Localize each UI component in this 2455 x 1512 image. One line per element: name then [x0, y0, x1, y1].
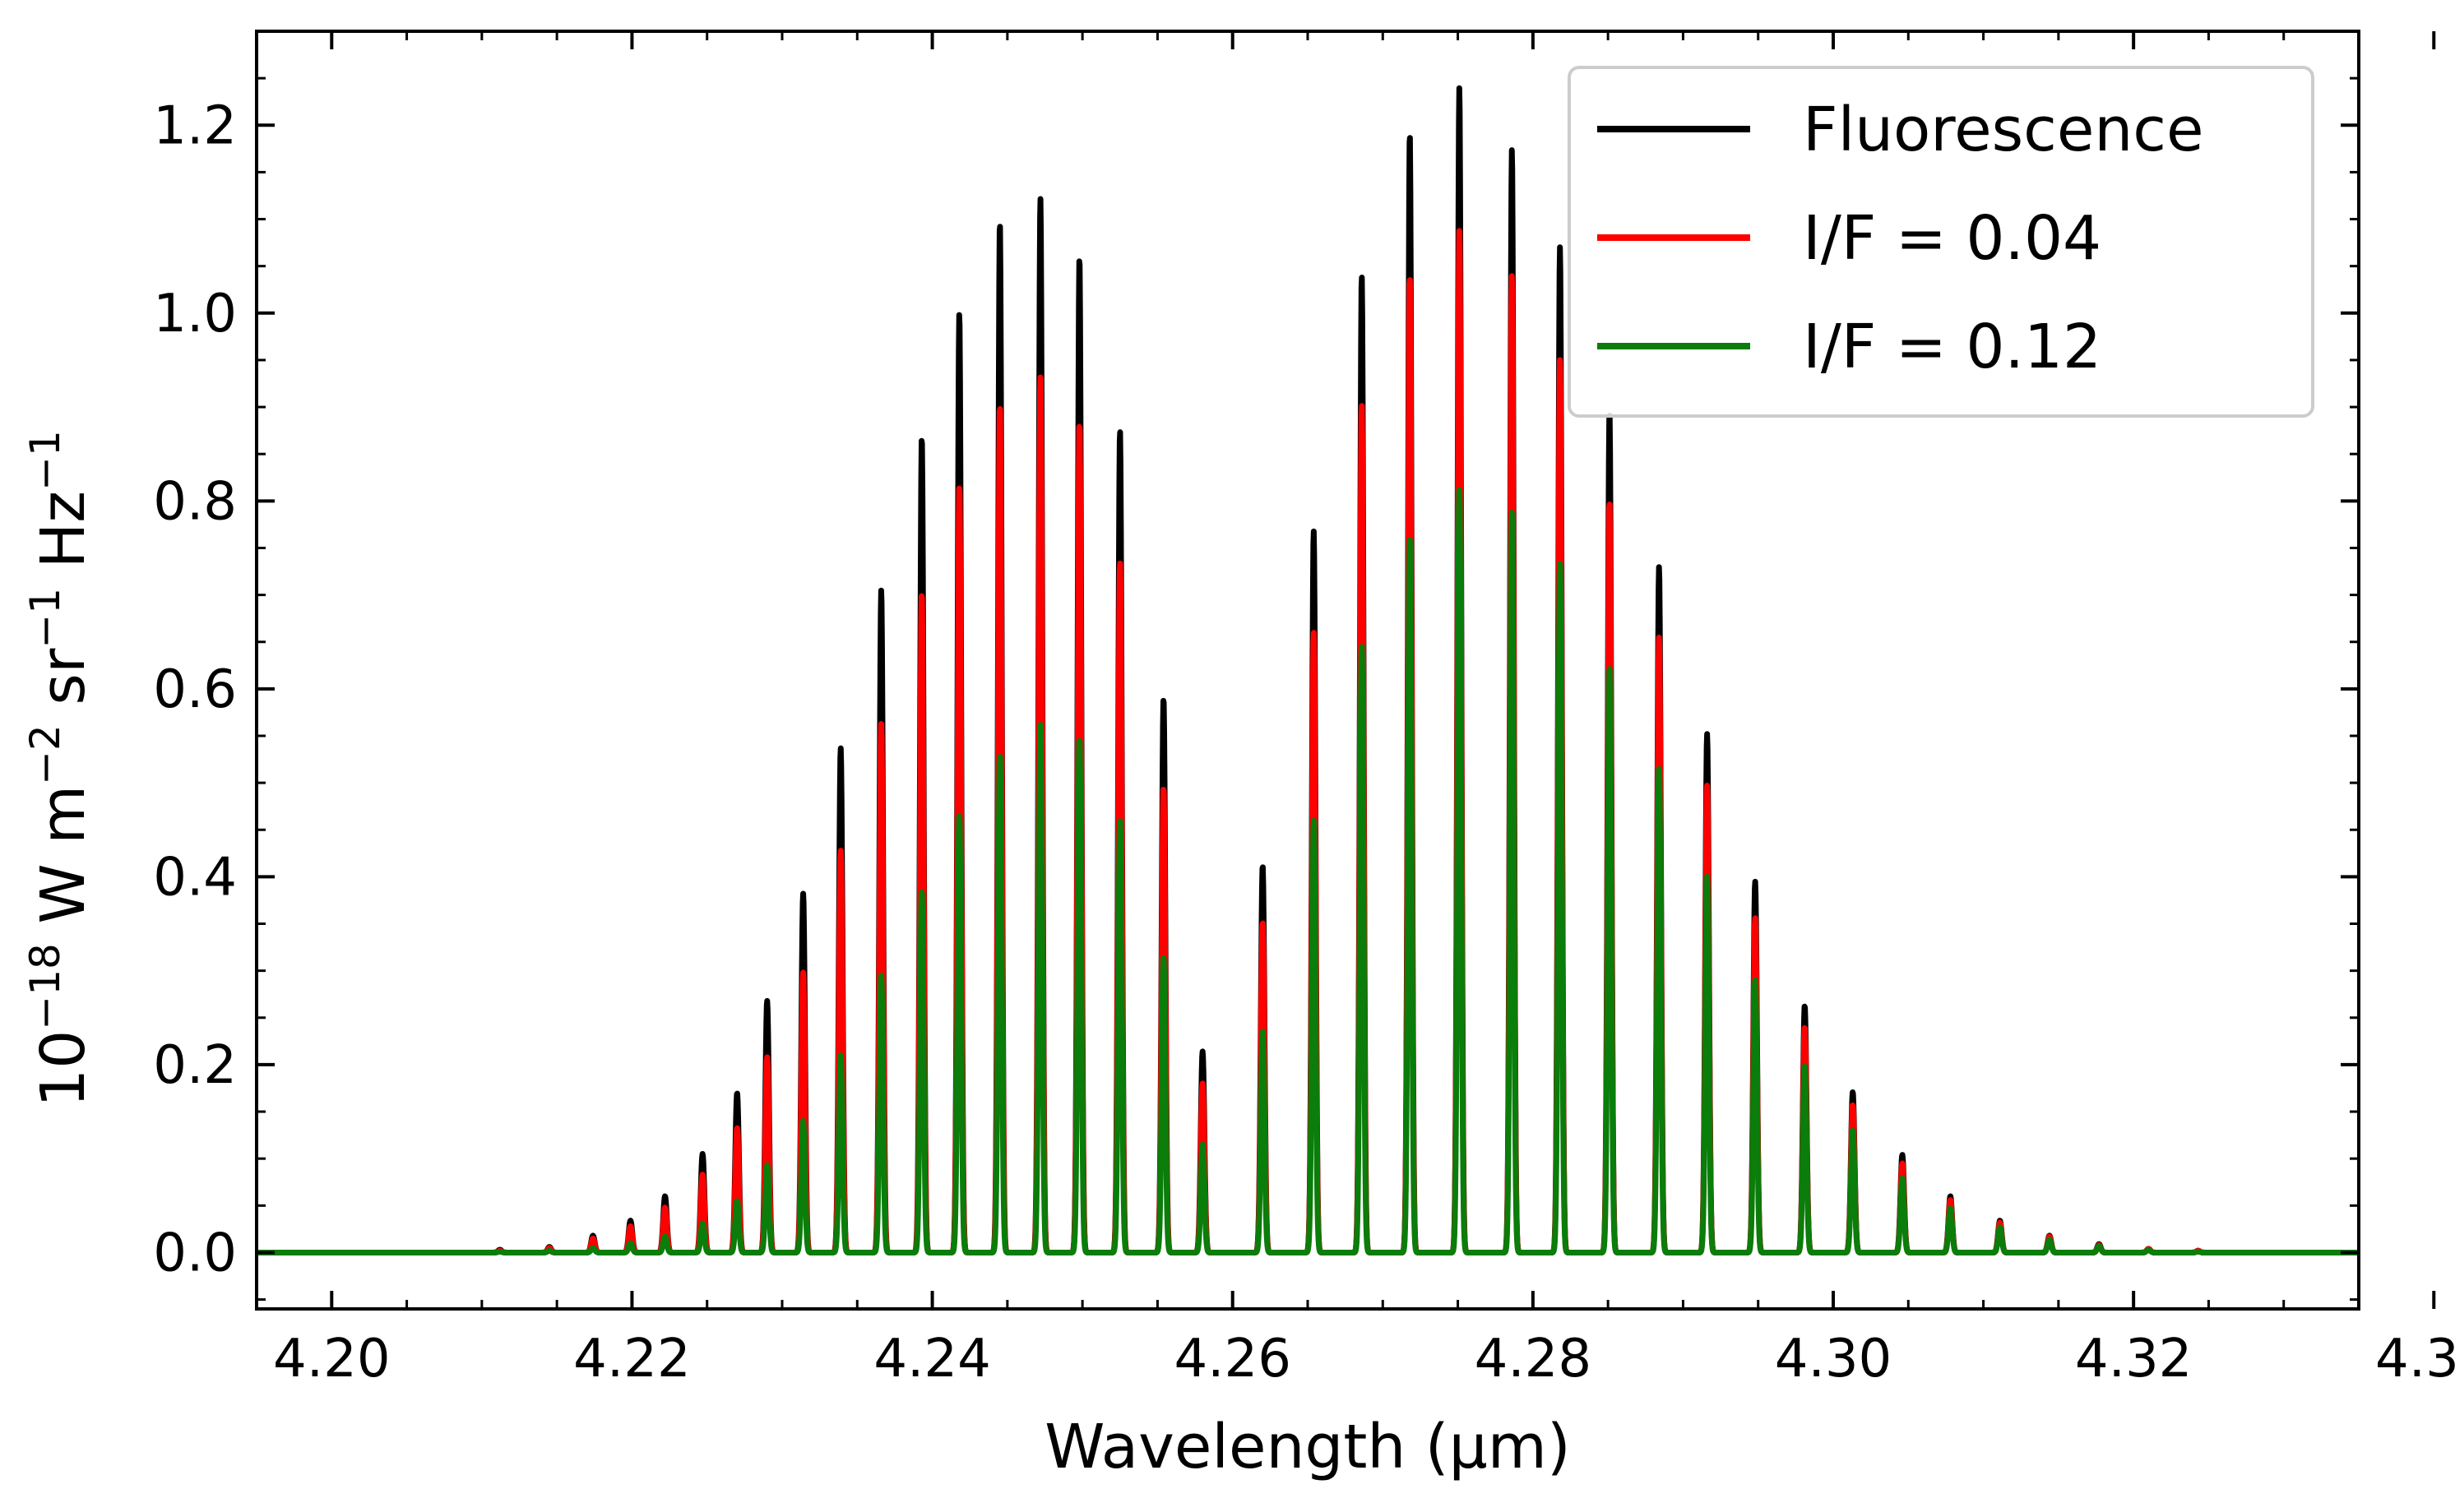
y-axis-title-unit2-exp: −1 [21, 588, 69, 649]
legend-label-if-012: I/F = 0.12 [1803, 312, 2101, 382]
y-tick-label: 1.0 [153, 284, 237, 344]
x-tick-label: 4.22 [573, 1329, 691, 1389]
x-tick-label: 4.24 [873, 1329, 991, 1389]
y-tick-label: 1.2 [153, 95, 237, 156]
y-axis-title-unit2: sr [28, 648, 99, 705]
y-tick-label: 0.2 [153, 1035, 237, 1096]
y-axis-title-unit1: W m [28, 785, 99, 924]
y-axis-title-unit1-exp: −2 [21, 724, 69, 785]
y-axis-title-unit3: Hz [28, 491, 99, 569]
x-tick-label: 4.28 [1475, 1329, 1592, 1389]
legend-label-if-004: I/F = 0.04 [1803, 203, 2101, 274]
legend-label-fluorescence: Fluorescence [1803, 95, 2204, 165]
x-tick-label: 4.20 [273, 1329, 391, 1389]
y-axis-title: 10−18 W m−2 sr−1 Hz−1 [21, 430, 99, 1107]
y-axis-title-mantissa: 10 [28, 1030, 99, 1107]
y-tick-label: 0.0 [153, 1223, 237, 1283]
x-tick-label: 4.26 [1174, 1329, 1291, 1389]
series-line-2 [257, 487, 2359, 1255]
legend: Fluorescence I/F = 0.04 I/F = 0.12 [1568, 66, 2314, 418]
y-axis-title-exponent: −18 [21, 943, 69, 1030]
plot-area [257, 85, 2359, 1255]
y-tick-label: 0.6 [153, 659, 237, 720]
y-tick-label: 0.4 [153, 847, 237, 908]
axes: 4.20 4.22 4.24 4.26 4.28 4.30 4.32 4.34 0.0 0.2 0.… [153, 30, 2455, 1389]
legend-box [1568, 66, 2314, 418]
y-tick-label: 0.8 [153, 471, 237, 532]
x-tick-label: 4.30 [1775, 1329, 1892, 1389]
x-tick-label: 4.32 [2075, 1329, 2193, 1389]
x-axis-title: Wavelength (μm) [1045, 1412, 1570, 1482]
y-axis-title-unit3-exp: −1 [21, 430, 69, 491]
x-tick-label: 4.34 [2375, 1329, 2455, 1389]
